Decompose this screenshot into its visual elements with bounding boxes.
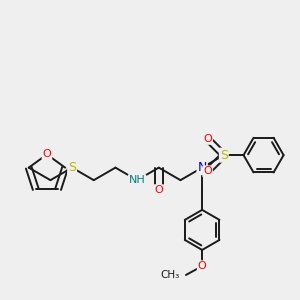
Text: O: O (203, 166, 212, 176)
Text: S: S (220, 148, 228, 162)
Text: CH₃: CH₃ (161, 270, 180, 280)
Text: O: O (43, 149, 51, 159)
Text: O: O (203, 134, 212, 144)
Text: O: O (154, 185, 163, 195)
Text: NH: NH (129, 175, 146, 185)
Text: S: S (68, 161, 76, 174)
Text: O: O (198, 261, 206, 271)
Text: N: N (197, 161, 207, 174)
